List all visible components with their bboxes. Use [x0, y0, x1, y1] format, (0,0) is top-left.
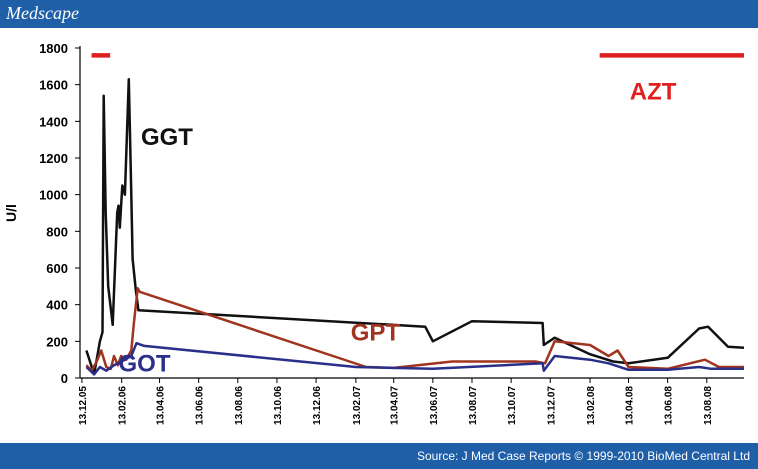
series-gpt-line — [85, 286, 744, 372]
y-tick-label: 1400 — [39, 114, 68, 129]
x-tick-label: 13.12.06 — [312, 386, 323, 425]
x-tick-label: 13.04.08 — [625, 386, 636, 425]
x-tick-label: 13.02.06 — [118, 386, 129, 425]
y-tick-label: 200 — [46, 334, 68, 349]
x-tick-label: 13.08.06 — [234, 386, 245, 425]
source-credit: Source: J Med Case Reports © 1999-2010 B… — [416, 449, 750, 463]
brand-logo[interactable]: Medscape — [6, 3, 79, 23]
header-bar: Medscape — [0, 0, 758, 28]
x-tick-label: 13.10.07 — [507, 386, 518, 425]
x-tick-label: 13.08.07 — [468, 386, 479, 425]
annotation-gpt: GPT — [351, 319, 401, 346]
x-tick-label: 13.06.07 — [429, 386, 440, 425]
x-tick-label: 13.02.07 — [352, 386, 363, 425]
annotation-got: GOT — [118, 351, 170, 378]
x-tick-label: 13.06.08 — [664, 386, 675, 425]
y-tick-label: 1600 — [39, 78, 68, 93]
y-tick-label: 400 — [46, 298, 68, 313]
x-tick-label: 13.02.08 — [586, 386, 597, 425]
x-tick-label: 13.06.06 — [195, 386, 206, 425]
y-tick-label: 0 — [61, 371, 68, 386]
y-tick-label: 600 — [46, 261, 68, 276]
y-tick-label: 1000 — [39, 188, 68, 203]
x-tick-label: 13.12.05 — [78, 386, 89, 425]
x-tick-label: 13.08.08 — [703, 386, 714, 425]
annotation-azt: AZT — [630, 78, 677, 105]
x-tick-label: 13.04.06 — [156, 386, 167, 425]
annotation-ggt: GGT — [141, 124, 193, 151]
x-tick-label: 13.10.06 — [273, 386, 284, 425]
series-got-line — [85, 341, 744, 376]
x-tick-label: 13.04.07 — [390, 386, 401, 425]
footer-bar: Source: J Med Case Reports © 1999-2010 B… — [0, 443, 758, 469]
y-tick-label: 1800 — [39, 41, 68, 56]
y-tick-label: 1200 — [39, 151, 68, 166]
y-tick-label: 800 — [46, 224, 68, 239]
x-tick-label: 13.12.07 — [546, 386, 557, 425]
y-axis-label: U/l — [3, 204, 19, 222]
